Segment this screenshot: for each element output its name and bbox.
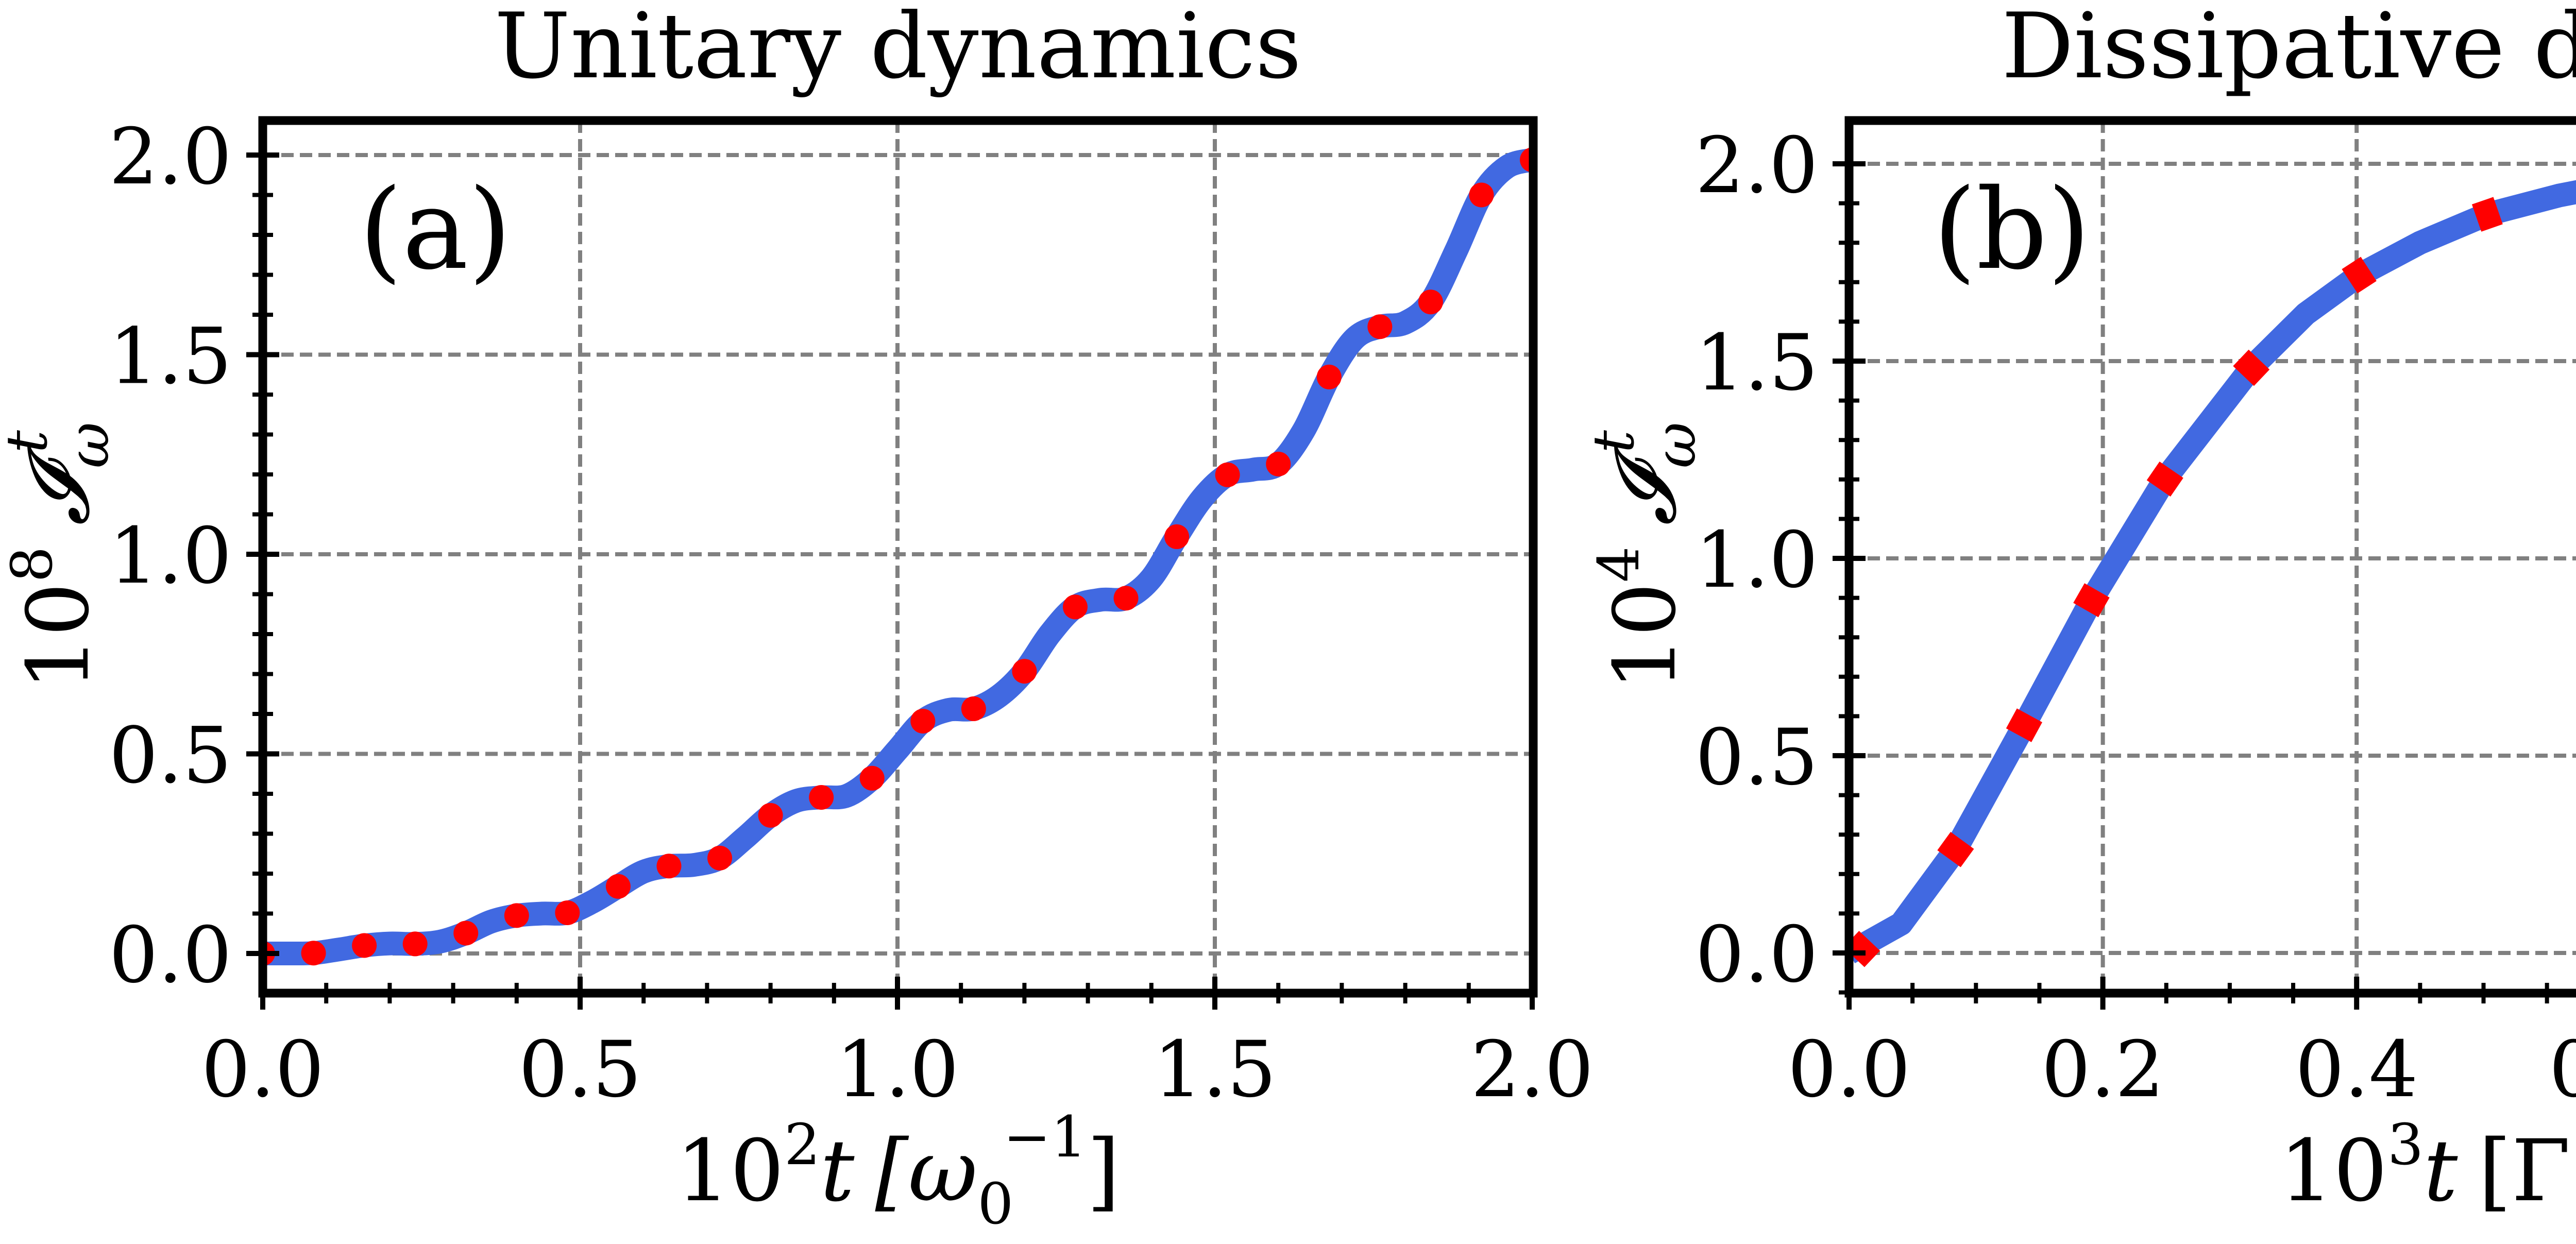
y-tick-label: 0.5 [1695, 713, 1818, 803]
data-point-marker [555, 900, 580, 925]
panel-b-dissipative: Dissipative dynamics 0.00.20.40.60.81.0 … [1581, 0, 2576, 1220]
data-point-marker [1164, 524, 1190, 549]
xlabel-base: 10 [2279, 1121, 2387, 1220]
data-point-marker [2233, 349, 2270, 386]
y-tick-label: 2.0 [1695, 121, 1818, 211]
xlabel-unit: [ω [875, 1121, 977, 1220]
data-point-marker [453, 921, 479, 946]
panel-b-y-tick-labels: 0.0 0.5 1.0 1.5 2.0 [1695, 121, 1818, 1000]
data-point-marker [1937, 832, 1974, 867]
xlabel-exponent: 2 [784, 1112, 820, 1178]
panel-a-ticks [246, 152, 1535, 1010]
data-point-marker [2471, 197, 2503, 232]
data-point-marker [1266, 451, 1291, 476]
x-tick-label: 0.0 [1788, 1025, 1911, 1115]
y-tick-label: 0.5 [109, 711, 232, 801]
data-point-marker [2006, 708, 2043, 742]
y-tick-label: 0.0 [109, 911, 232, 1000]
panel-a-x-axis-label: 102t [ω0−1] [676, 1104, 1120, 1237]
x-tick-label: 0.0 [201, 1025, 325, 1115]
ylabel-superscript: t [0, 430, 60, 453]
data-point-marker [859, 765, 885, 791]
panel-b-x-axis-label: 103t[Γ−1] [2279, 1109, 2576, 1220]
panel-a-x-tick-labels: 0.0 0.5 1.0 1.5 2.0 [201, 1025, 1594, 1115]
ylabel-base: 10 [9, 583, 108, 691]
panel-a-grid [263, 121, 1533, 993]
xlabel-unit: [Γ [2478, 1121, 2570, 1220]
panel-a-series [263, 147, 1533, 966]
ylabel-superscript: t [1581, 430, 1647, 453]
panel-a-tag: (a) [359, 165, 512, 294]
panel-a-title: Unitary dynamics [495, 0, 1302, 99]
ylabel-subscript: ω [1642, 422, 1708, 468]
x-tick-label: 0.6 [2549, 1025, 2576, 1115]
data-point-marker [758, 803, 783, 828]
xlabel-base: 10 [676, 1121, 784, 1220]
panel-b-tag: (b) [1933, 165, 2090, 294]
panel-b-ticks [1833, 161, 2549, 1010]
ylabel-exponent: 8 [0, 547, 65, 583]
xlabel-exponent: 3 [2387, 1112, 2424, 1178]
data-point-marker [605, 874, 631, 899]
panel-a-y-tick-labels: 0.0 0.5 1.0 1.5 2.0 [109, 112, 232, 1000]
xlabel-variable: t [820, 1121, 855, 1220]
x-tick-label: 0.2 [2041, 1025, 2164, 1115]
data-point-marker [504, 903, 529, 928]
ylabel-exponent: 4 [1586, 547, 1652, 583]
panel-a-unitary: Unitary dynamics 0.0 0.5 1.0 1.5 2.0 0.00.51… [0, 0, 1594, 1237]
panel-b-x-tick-labels: 0.00.20.40.60.81.0 [1788, 1025, 2576, 1115]
x-tick-label: 1.0 [836, 1025, 959, 1115]
data-point-marker [809, 785, 834, 810]
data-point-marker [707, 845, 733, 871]
ylabel-subscript: ω [56, 422, 122, 468]
ylabel-base: 10 [1596, 583, 1694, 691]
xlabel-unit-superscript: −1 [2570, 1109, 2576, 1175]
panel-b-grid [1849, 121, 2576, 993]
y-tick-label: 1.0 [109, 512, 232, 601]
x-tick-label: 2.0 [1471, 1025, 1594, 1115]
y-tick-label: 0.0 [1695, 910, 1818, 1000]
data-point-marker [2146, 462, 2183, 497]
curve-line [1849, 180, 2576, 964]
y-tick-label: 1.5 [109, 312, 232, 402]
data-point-marker [961, 696, 986, 721]
x-tick-label: 0.5 [519, 1025, 642, 1115]
data-point-marker [656, 854, 682, 879]
data-point-marker [301, 941, 326, 966]
panel-b-y-axis-label: 104𝓘ωt [1581, 422, 1708, 690]
panel-b-title: Dissipative dynamics [2002, 0, 2576, 99]
data-point-marker [352, 933, 377, 958]
xlabel-unit-superscript: −1 [1003, 1104, 1087, 1170]
data-point-marker [910, 708, 936, 734]
data-point-marker [2073, 583, 2110, 618]
y-tick-label: 2.0 [109, 112, 232, 202]
data-point-marker [1316, 364, 1342, 389]
data-point-marker [1113, 586, 1139, 611]
x-tick-label: 1.5 [1154, 1025, 1277, 1115]
y-tick-label: 1.0 [1695, 516, 1818, 605]
xlabel-unit-close: ] [1087, 1121, 1120, 1220]
xlabel-variable: t [2424, 1121, 2458, 1220]
data-point-marker [2342, 257, 2377, 294]
panel-b-series [1849, 180, 2576, 967]
data-point-marker [1062, 594, 1088, 620]
data-point-marker [1012, 659, 1037, 684]
data-point-marker [1469, 182, 1494, 208]
y-tick-label: 1.5 [1695, 318, 1818, 408]
data-point-marker [1215, 462, 1240, 487]
data-point-marker [402, 931, 428, 957]
data-point-marker [1367, 314, 1393, 339]
data-point-marker [1418, 289, 1443, 315]
xlabel-unit-subscript: 0 [977, 1171, 1013, 1237]
x-tick-label: 0.4 [2295, 1025, 2418, 1115]
